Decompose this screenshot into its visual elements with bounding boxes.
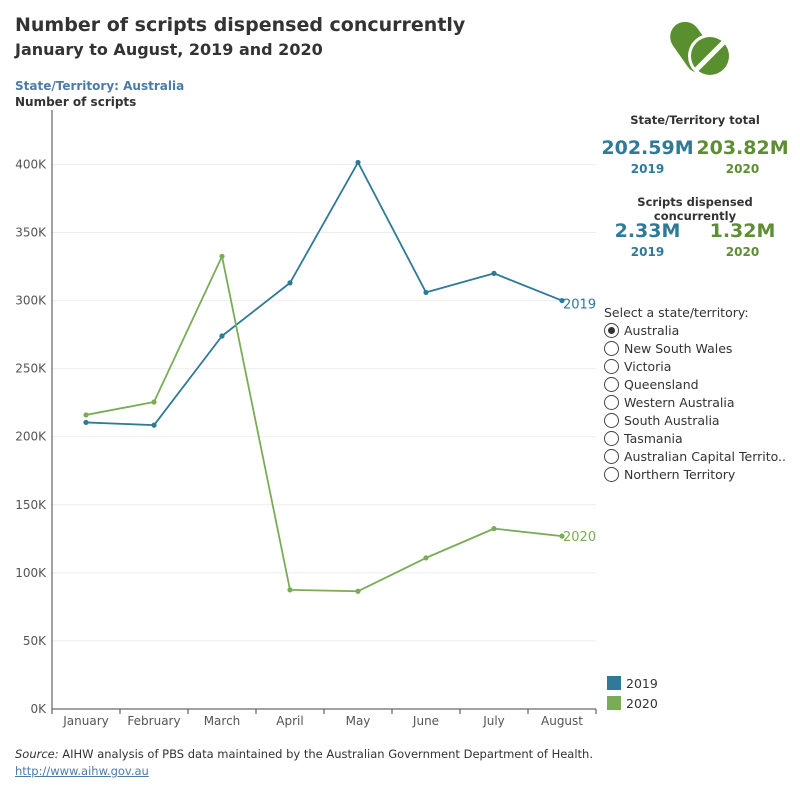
concurrent-2019-value: 2.33M xyxy=(614,220,681,242)
legend: 2019 2020 xyxy=(607,673,658,713)
radio-label: Queensland xyxy=(624,376,699,392)
series-end-label-2019: 2019 xyxy=(563,298,596,313)
legend-item-2019: 2019 xyxy=(607,673,658,693)
x-tick-label: May xyxy=(346,714,371,728)
data-point-2019 xyxy=(491,270,497,276)
state-total-2019-value: 202.59M xyxy=(601,137,694,159)
radio-label: New South Wales xyxy=(624,340,733,356)
source-text: AIHW analysis of PBS data maintained by … xyxy=(58,747,593,761)
series-line-2020 xyxy=(85,255,563,593)
state-option-victoria[interactable]: Victoria xyxy=(604,357,786,375)
state-option-northern-territory[interactable]: Northern Territory xyxy=(604,465,786,483)
y-tick-label: 50K xyxy=(23,634,47,648)
state-option-australia[interactable]: Australia xyxy=(604,321,786,339)
y-tick-label: 350K xyxy=(15,226,47,240)
y-tick-label: 200K xyxy=(15,430,47,444)
state-selector-title: Select a state/territory: xyxy=(604,305,749,320)
state-total-2020-value: 203.82M xyxy=(696,137,789,159)
radio-label: Tasmania xyxy=(624,430,683,446)
source-note: Source: AIHW analysis of PBS data mainta… xyxy=(15,747,593,761)
radio-button[interactable] xyxy=(604,448,619,464)
source-label: Source: xyxy=(15,747,59,761)
chart-subtitle: January to August, 2019 and 2020 xyxy=(15,40,323,59)
x-tick-label: February xyxy=(127,714,180,728)
pills-icon xyxy=(670,21,732,78)
radio-label: Victoria xyxy=(624,358,672,374)
data-point-2019 xyxy=(83,419,89,426)
legend-label: 2019 xyxy=(626,675,658,691)
state-selector: Australia New South Wales Victoria Queensla… xyxy=(604,321,786,483)
x-tick-label: March xyxy=(204,714,241,728)
y-tick-label: 100K xyxy=(15,566,47,580)
legend-item-2020: 2020 xyxy=(607,693,658,713)
radio-button[interactable] xyxy=(604,412,619,428)
y-tick-label: 150K xyxy=(15,498,47,512)
x-tick-label: June xyxy=(412,714,439,728)
data-point-2020 xyxy=(423,555,429,561)
data-point-2020 xyxy=(491,526,497,532)
data-point-2020 xyxy=(83,412,89,418)
radio-label: Australian Capital Territo.. xyxy=(624,448,786,464)
radio-label: Northern Territory xyxy=(624,466,736,482)
y-tick-label: 250K xyxy=(15,362,47,376)
data-point-2019 xyxy=(287,280,293,286)
y-tick-label: 400K xyxy=(15,157,47,171)
data-point-2020 xyxy=(287,587,293,593)
chart-title: Number of scripts dispensed concurrently xyxy=(15,14,466,36)
state-option-western-australia[interactable]: Western Australia xyxy=(604,393,786,411)
radio-button[interactable] xyxy=(604,358,619,374)
selected-state-label: State/Territory: Australia xyxy=(15,79,185,93)
y-axis-title: Number of scripts xyxy=(15,95,137,109)
state-option-new-south-wales[interactable]: New South Wales xyxy=(604,339,786,357)
legend-swatch xyxy=(607,696,621,710)
state-total-2020-year: 2020 xyxy=(725,162,760,176)
radio-button[interactable] xyxy=(604,340,619,356)
data-point-2019 xyxy=(355,159,361,166)
series-end-label-2020: 2020 xyxy=(563,530,596,545)
data-point-2020 xyxy=(559,533,565,539)
legend-swatch xyxy=(607,676,621,690)
radio-button[interactable] xyxy=(604,322,619,338)
y-tick-label: 0K xyxy=(30,702,47,716)
radio-button[interactable] xyxy=(604,466,619,482)
data-point-2019 xyxy=(423,289,429,296)
data-point-2019 xyxy=(219,333,225,339)
x-tick-label: January xyxy=(62,714,109,728)
state-option-south-australia[interactable]: South Australia xyxy=(604,411,786,429)
x-tick-label: July xyxy=(482,714,505,728)
state-option-australian-capital-territo[interactable]: Australian Capital Territo.. xyxy=(604,447,786,465)
radio-label: Australia xyxy=(624,322,680,338)
x-tick-label: April xyxy=(276,714,303,728)
state-option-tasmania[interactable]: Tasmania xyxy=(604,429,786,447)
radio-button[interactable] xyxy=(604,430,619,446)
state-option-queensland[interactable]: Queensland xyxy=(604,375,786,393)
data-point-2020 xyxy=(219,253,225,259)
legend-label: 2020 xyxy=(626,695,658,711)
state-total-heading: State/Territory total xyxy=(630,113,760,127)
radio-button[interactable] xyxy=(604,394,619,410)
radio-button[interactable] xyxy=(604,376,619,392)
state-total-2019-year: 2019 xyxy=(630,162,665,176)
y-tick-label: 300K xyxy=(15,294,47,308)
data-point-2019 xyxy=(559,297,565,304)
aihw-link[interactable]: http://www.aihw.gov.au xyxy=(15,764,149,778)
data-point-2020 xyxy=(355,588,361,594)
concurrent-2019-year: 2019 xyxy=(630,245,665,259)
concurrent-2020-value: 1.32M xyxy=(709,220,776,242)
radio-label: South Australia xyxy=(624,412,720,428)
concurrent-2020-year: 2020 xyxy=(725,245,760,259)
data-point-2019 xyxy=(151,422,157,428)
line-chart: 0K 50K 100K 150K 200K 250K 300K 350K 400K January… xyxy=(15,110,597,728)
x-tick-label: August xyxy=(541,714,583,728)
radio-label: Western Australia xyxy=(624,394,735,410)
data-point-2020 xyxy=(151,399,157,405)
series-line-2019 xyxy=(85,161,563,427)
concurrent-heading: Scripts dispensed concurrently xyxy=(637,195,753,223)
